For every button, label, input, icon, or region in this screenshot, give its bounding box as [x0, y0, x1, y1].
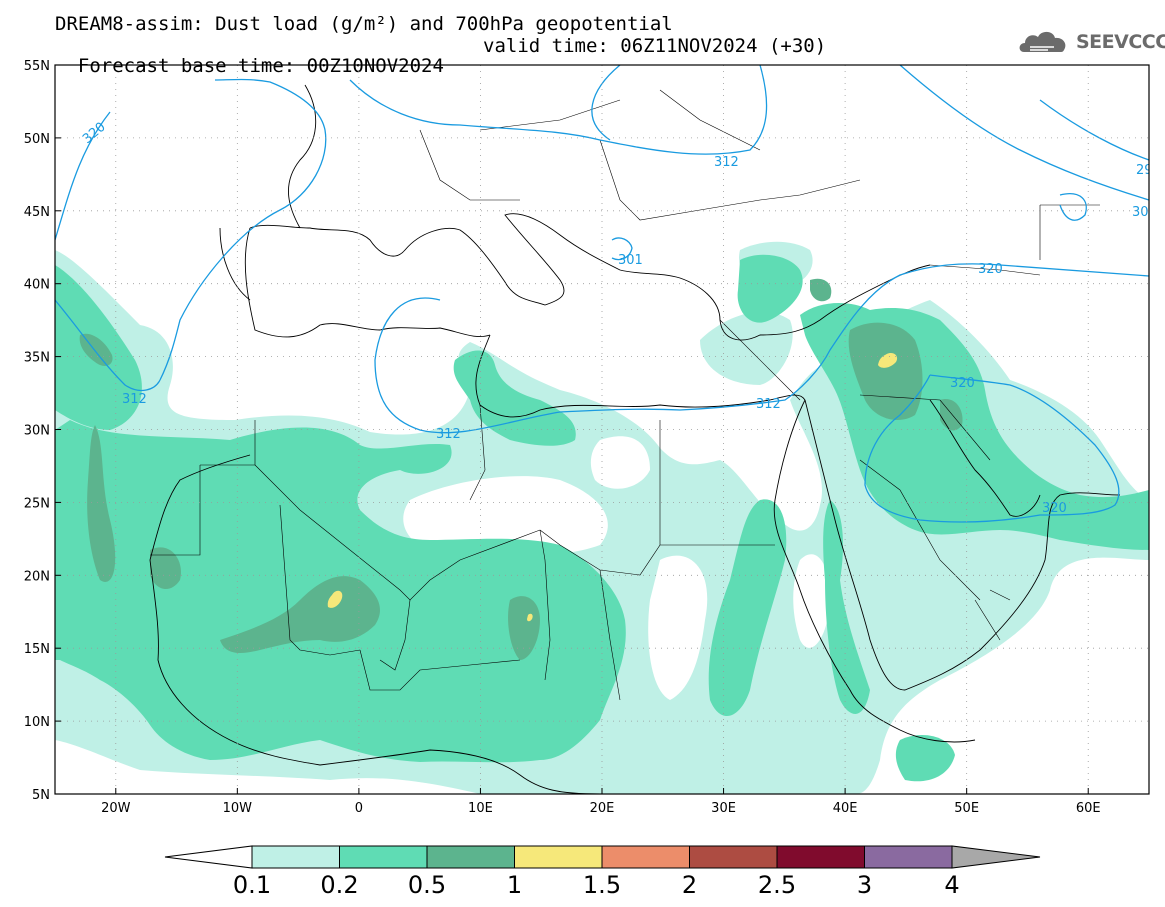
colorbar-lower-extension [164, 845, 253, 869]
coastlines [149, 84, 1121, 794]
latitude-tick-label: 25N [24, 496, 50, 511]
colorbar-level-label: 1 [506, 871, 523, 899]
contour-label: 29 [1136, 163, 1153, 178]
longitude-tick-label: 0 [355, 801, 363, 816]
latitude-tick-label: 50N [24, 132, 50, 147]
colorbar-level-label: 0.2 [320, 871, 359, 899]
dust-gaps [403, 436, 830, 700]
latitude-tick-label: 10N [24, 715, 50, 730]
longitude-tick-label: 10E [468, 801, 493, 816]
latitude-axis: 55N 50N 45N 40N 35N 30N 25N 20N 15N 10N 5N [24, 59, 61, 803]
latitude-tick-label: 5N [32, 788, 50, 803]
longitude-tick-label: 20W [101, 801, 131, 816]
valid-time: valid time: 06Z11NOV2024 (+30) [483, 35, 827, 57]
contour-label: 320 [950, 376, 975, 391]
longitude-tick-label: 60E [1076, 801, 1101, 816]
latitude-tick-label: 30N [24, 424, 50, 439]
colorbar-swatch [339, 845, 428, 869]
colorbar [164, 845, 1041, 869]
latitude-tick-label: 40N [24, 278, 50, 293]
colorbar-swatch [426, 845, 515, 869]
contour-label: 320 [1042, 501, 1067, 516]
longitude-tick-label: 30E [711, 801, 736, 816]
colorbar-level-label: 0.5 [407, 871, 447, 899]
contour-label: 301 [618, 253, 643, 268]
seevccc-logo: SEEVCCC [1018, 28, 1165, 56]
time-info: Forecast base time: 00Z10NOV2024 valid t… [55, 36, 826, 96]
contour-labels: 320 312 312 301 312 320 312 320 320 320 … [80, 120, 1153, 516]
country-borders [150, 89, 1100, 701]
latitude-tick-label: 55N [24, 59, 50, 74]
colorbar-level-label: 2.5 [757, 871, 797, 899]
colorbar-level-label: 3 [856, 871, 873, 899]
contour-label: 312 [756, 397, 781, 412]
colorbar-level-label: 4 [944, 871, 960, 899]
colorbar-swatch [514, 845, 603, 869]
colorbar-level-label: 1.5 [582, 871, 622, 899]
latitude-tick-label: 35N [24, 351, 50, 366]
contour-label: 312 [436, 427, 461, 442]
geopotential-contours [55, 65, 1149, 523]
latitude-tick-label: 45N [24, 205, 50, 220]
colorbar-swatch [864, 845, 953, 869]
map-title: DREAM8-assim: Dust load (g/m²) and 700hP… [55, 13, 673, 35]
contour-label: 320 [978, 262, 1003, 277]
latitude-tick-label: 20N [24, 569, 50, 584]
cloud-logo-icon [1019, 31, 1066, 52]
longitude-tick-label: 50E [954, 801, 979, 816]
colorbar-upper-extension [951, 845, 1041, 869]
colorbar-swatch [776, 845, 865, 869]
colorbar-level-label: 0.1 [232, 871, 272, 899]
forecast-base-time: Forecast base time: 00Z10NOV2024 [77, 55, 444, 77]
contour-label: 30 [1132, 205, 1149, 220]
longitude-axis: 20W 10W 0 10E 20E 30E 40E 50E 60E [101, 788, 1101, 816]
logo-text: SEEVCCC [1076, 31, 1165, 53]
dust-shading-peak [327, 352, 898, 622]
contour-label: 312 [122, 392, 147, 407]
colorbar-swatch [251, 845, 340, 869]
colorbar-swatch [601, 845, 690, 869]
longitude-tick-label: 20E [590, 801, 615, 816]
colorbar-level-label: 2 [681, 871, 698, 899]
longitude-tick-label: 10W [223, 801, 253, 816]
contour-label: 320 [80, 120, 109, 147]
latitude-tick-label: 15N [24, 642, 50, 657]
longitude-tick-label: 40E [833, 801, 858, 816]
contour-label: 312 [714, 155, 739, 170]
colorbar-swatch [689, 845, 778, 869]
